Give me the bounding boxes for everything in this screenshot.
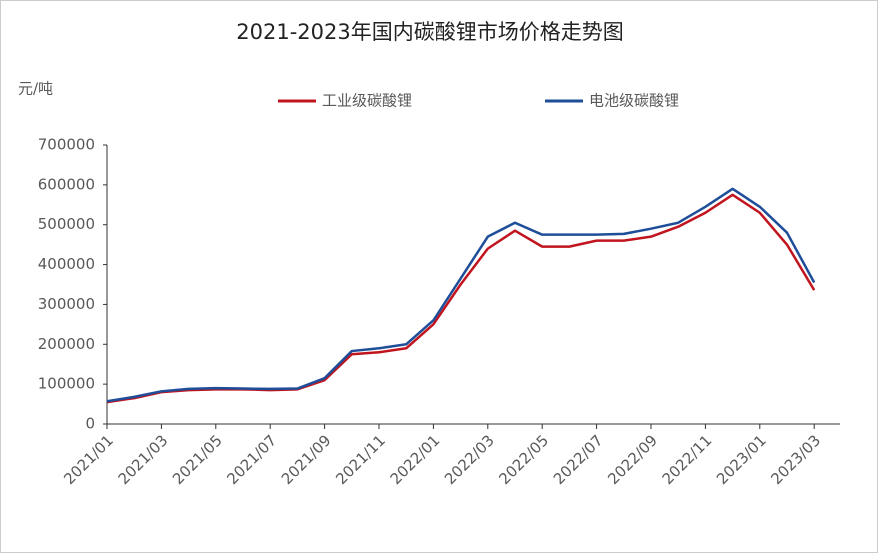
y-tick-label: 100000 (38, 375, 95, 393)
y-tick-label: 700000 (38, 136, 95, 154)
y-tick-label: 500000 (38, 215, 95, 233)
chart-title: 2021-2023年国内碳酸锂市场价格走势图 (236, 20, 623, 44)
legend-label: 电池级碳酸锂 (589, 92, 679, 110)
y-tick-label: 400000 (38, 255, 95, 273)
y-tick-label: 0 (85, 415, 95, 433)
legend-label: 工业级碳酸锂 (322, 92, 412, 110)
y-tick-label: 200000 (38, 335, 95, 353)
y-tick-label: 300000 (38, 295, 95, 313)
series-line (106, 187, 816, 403)
y-axis-label: 元/吨 (18, 80, 53, 98)
y-tick-label: 600000 (38, 175, 95, 193)
